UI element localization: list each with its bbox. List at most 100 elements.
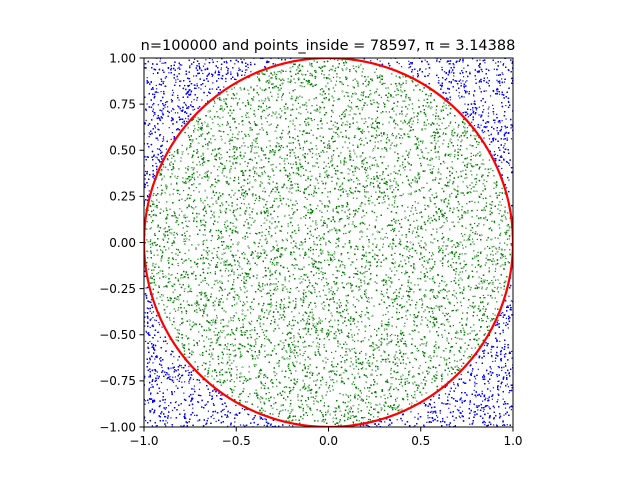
point-outside [484,424,486,426]
point-outside [198,401,200,403]
point-outside [211,59,213,61]
point-outside [478,114,480,116]
point-outside [178,99,180,101]
point-outside [448,63,450,65]
point-outside [149,393,152,395]
point-outside [503,138,505,140]
point-outside [217,70,220,72]
point-outside [454,405,456,407]
point-outside [496,424,498,426]
point-outside [157,117,159,119]
point-outside [486,77,489,79]
point-outside [507,100,510,103]
point-outside [212,414,214,416]
point-outside [433,395,435,398]
point-outside [475,78,477,81]
point-outside [188,84,190,86]
point-outside [482,400,484,402]
point-outside [431,410,433,412]
point-outside [195,87,197,89]
point-outside [164,101,167,104]
point-outside [193,388,195,390]
point-outside [147,308,150,310]
point-outside [433,406,435,408]
point-outside [506,374,508,376]
point-outside [469,109,472,111]
point-outside [144,325,146,327]
point-outside [146,103,148,105]
point-outside [481,70,483,73]
point-outside [488,134,490,137]
point-outside [144,183,146,185]
point-outside [464,103,466,105]
point-outside [218,71,221,73]
point-outside [463,96,465,98]
point-outside [448,92,450,94]
point-outside [144,377,146,379]
point-outside [197,420,199,422]
point-outside [152,108,154,110]
point-outside [163,139,165,141]
point-outside [496,74,498,76]
point-outside [159,58,162,60]
point-outside [497,154,499,157]
point-outside [496,130,498,132]
point-outside [194,58,196,60]
point-outside [172,92,175,94]
point-outside [504,143,506,145]
point-outside [498,389,500,391]
point-outside [171,101,173,103]
point-outside [496,91,498,93]
point-outside [225,60,227,62]
point-outside [220,394,222,396]
point-outside [508,179,510,181]
point-outside [199,395,201,397]
point-outside [492,387,494,389]
point-outside [159,336,161,338]
point-outside [496,386,499,389]
point-outside [492,360,494,363]
point-outside [160,90,162,93]
point-outside [467,116,470,118]
point-outside [144,312,146,314]
point-outside [416,70,419,72]
point-outside [474,385,476,387]
point-outside [170,98,172,101]
point-outside [398,63,400,65]
point-outside [463,90,466,92]
point-outside [148,190,150,192]
point-outside [180,110,182,112]
point-outside [155,84,157,87]
point-outside [191,106,193,108]
point-outside [493,424,495,426]
point-outside [188,382,190,384]
point-outside [145,119,147,122]
point-outside [472,58,474,60]
point-outside [504,362,507,365]
point-outside [478,81,480,83]
point-outside [151,425,153,427]
point-outside [472,422,474,424]
point-outside [150,386,152,389]
point-outside [475,406,478,408]
point-outside [466,91,468,93]
point-outside [379,60,381,62]
point-outside [410,411,412,413]
point-outside [507,327,509,329]
point-outside [487,115,489,117]
point-outside [154,113,156,115]
point-outside [483,408,485,411]
point-outside [241,407,244,410]
point-outside [264,418,266,420]
point-outside [155,425,157,427]
point-outside [151,312,153,314]
point-outside [439,412,441,414]
point-outside [156,371,159,373]
point-outside [487,412,489,414]
point-outside [263,424,265,426]
point-outside [194,414,196,416]
point-outside [466,394,468,397]
point-outside [491,345,493,347]
point-outside [511,357,513,359]
point-outside [474,378,477,380]
